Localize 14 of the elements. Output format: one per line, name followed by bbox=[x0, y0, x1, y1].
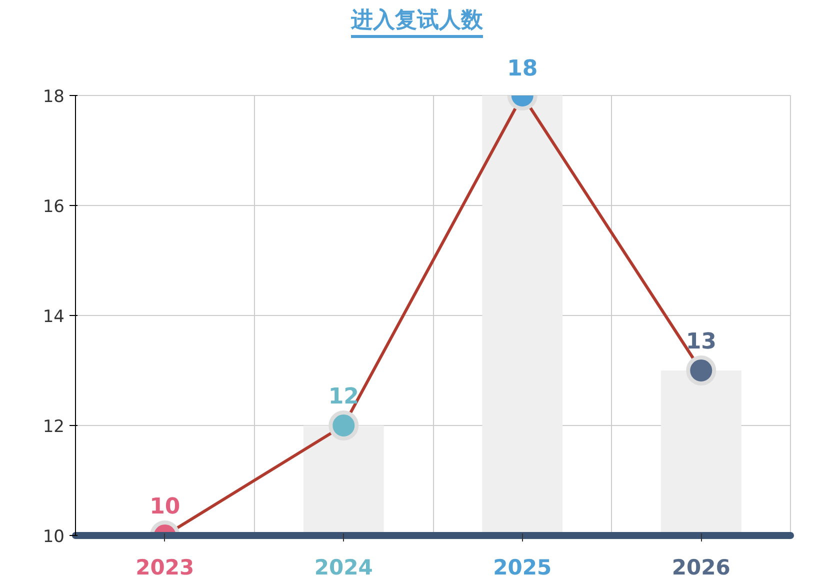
data-label: 18 bbox=[507, 56, 538, 82]
y-tick-label: 14 bbox=[42, 307, 65, 327]
y-tick-label: 16 bbox=[42, 197, 65, 217]
y-tick-label: 10 bbox=[42, 527, 65, 547]
x-tick-label: 2023 bbox=[136, 556, 194, 580]
y-tick-label: 12 bbox=[42, 417, 65, 437]
data-label: 10 bbox=[150, 494, 180, 520]
x-tick-label: 2025 bbox=[493, 556, 552, 580]
x-tick-label: 2026 bbox=[672, 556, 730, 580]
y-tick-label: 18 bbox=[42, 87, 65, 107]
data-label: 13 bbox=[686, 330, 716, 354]
chart-title: 进入复试人数 bbox=[351, 8, 483, 38]
data-label: 12 bbox=[328, 384, 359, 410]
x-tick-label: 2024 bbox=[314, 556, 373, 580]
